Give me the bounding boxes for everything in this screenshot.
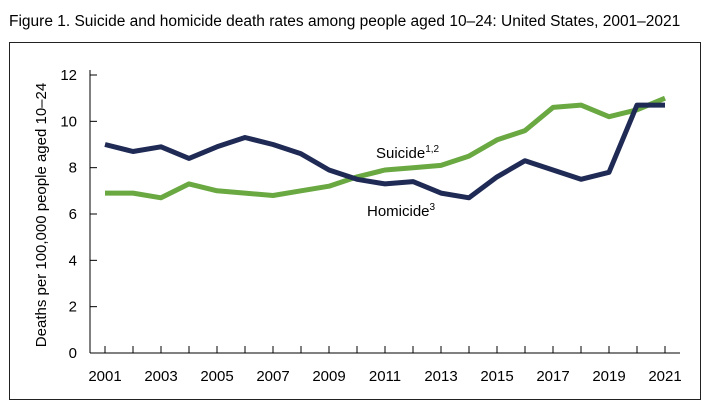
y-tick-label: 10 <box>60 113 77 130</box>
y-tick-label: 12 <box>60 67 77 84</box>
homicide-label: Homicide3 <box>367 202 436 220</box>
y-tick-label: 0 <box>69 345 77 362</box>
x-tick-label: 2001 <box>88 368 121 385</box>
y-tick-label: 2 <box>69 299 77 316</box>
series-line-homicide <box>104 102 665 201</box>
y-tick-label: 8 <box>69 160 77 177</box>
suicide-label: Suicide1,2 <box>376 144 440 162</box>
series-line-suicide <box>105 95 666 201</box>
x-tick-label: 2009 <box>312 368 345 385</box>
ticks: 0 2 4 6 8 10 12 2001 2003 2005 2007 2009 2011 2013 201… <box>60 67 681 385</box>
suicide-label-superscript: 1,2 <box>425 144 439 155</box>
x-tick-label: 2019 <box>592 368 625 385</box>
y-tick-label: 6 <box>69 206 77 223</box>
series-lines <box>104 95 666 201</box>
figure-title: Figure 1. Suicide and homicide death rat… <box>9 13 681 30</box>
y-axis-label: Deaths per 100,000 people aged 10–24 <box>33 83 50 347</box>
x-tick-label: 2013 <box>424 368 457 385</box>
homicide-label-superscript: 3 <box>430 202 436 213</box>
chart-frame <box>9 42 701 400</box>
x-tick-label: 2005 <box>200 368 233 385</box>
x-tick-label: 2015 <box>480 368 513 385</box>
suicide-label-text: Suicide <box>376 145 425 162</box>
homicide-label-text: Homicide <box>367 203 430 220</box>
y-tick-label: 4 <box>69 252 77 269</box>
x-tick-label: 2021 <box>648 368 681 385</box>
x-tick-label: 2017 <box>536 368 569 385</box>
x-tick-label: 2011 <box>369 368 401 385</box>
x-tick-label: 2007 <box>256 368 289 385</box>
x-tick-label: 2003 <box>144 368 177 385</box>
